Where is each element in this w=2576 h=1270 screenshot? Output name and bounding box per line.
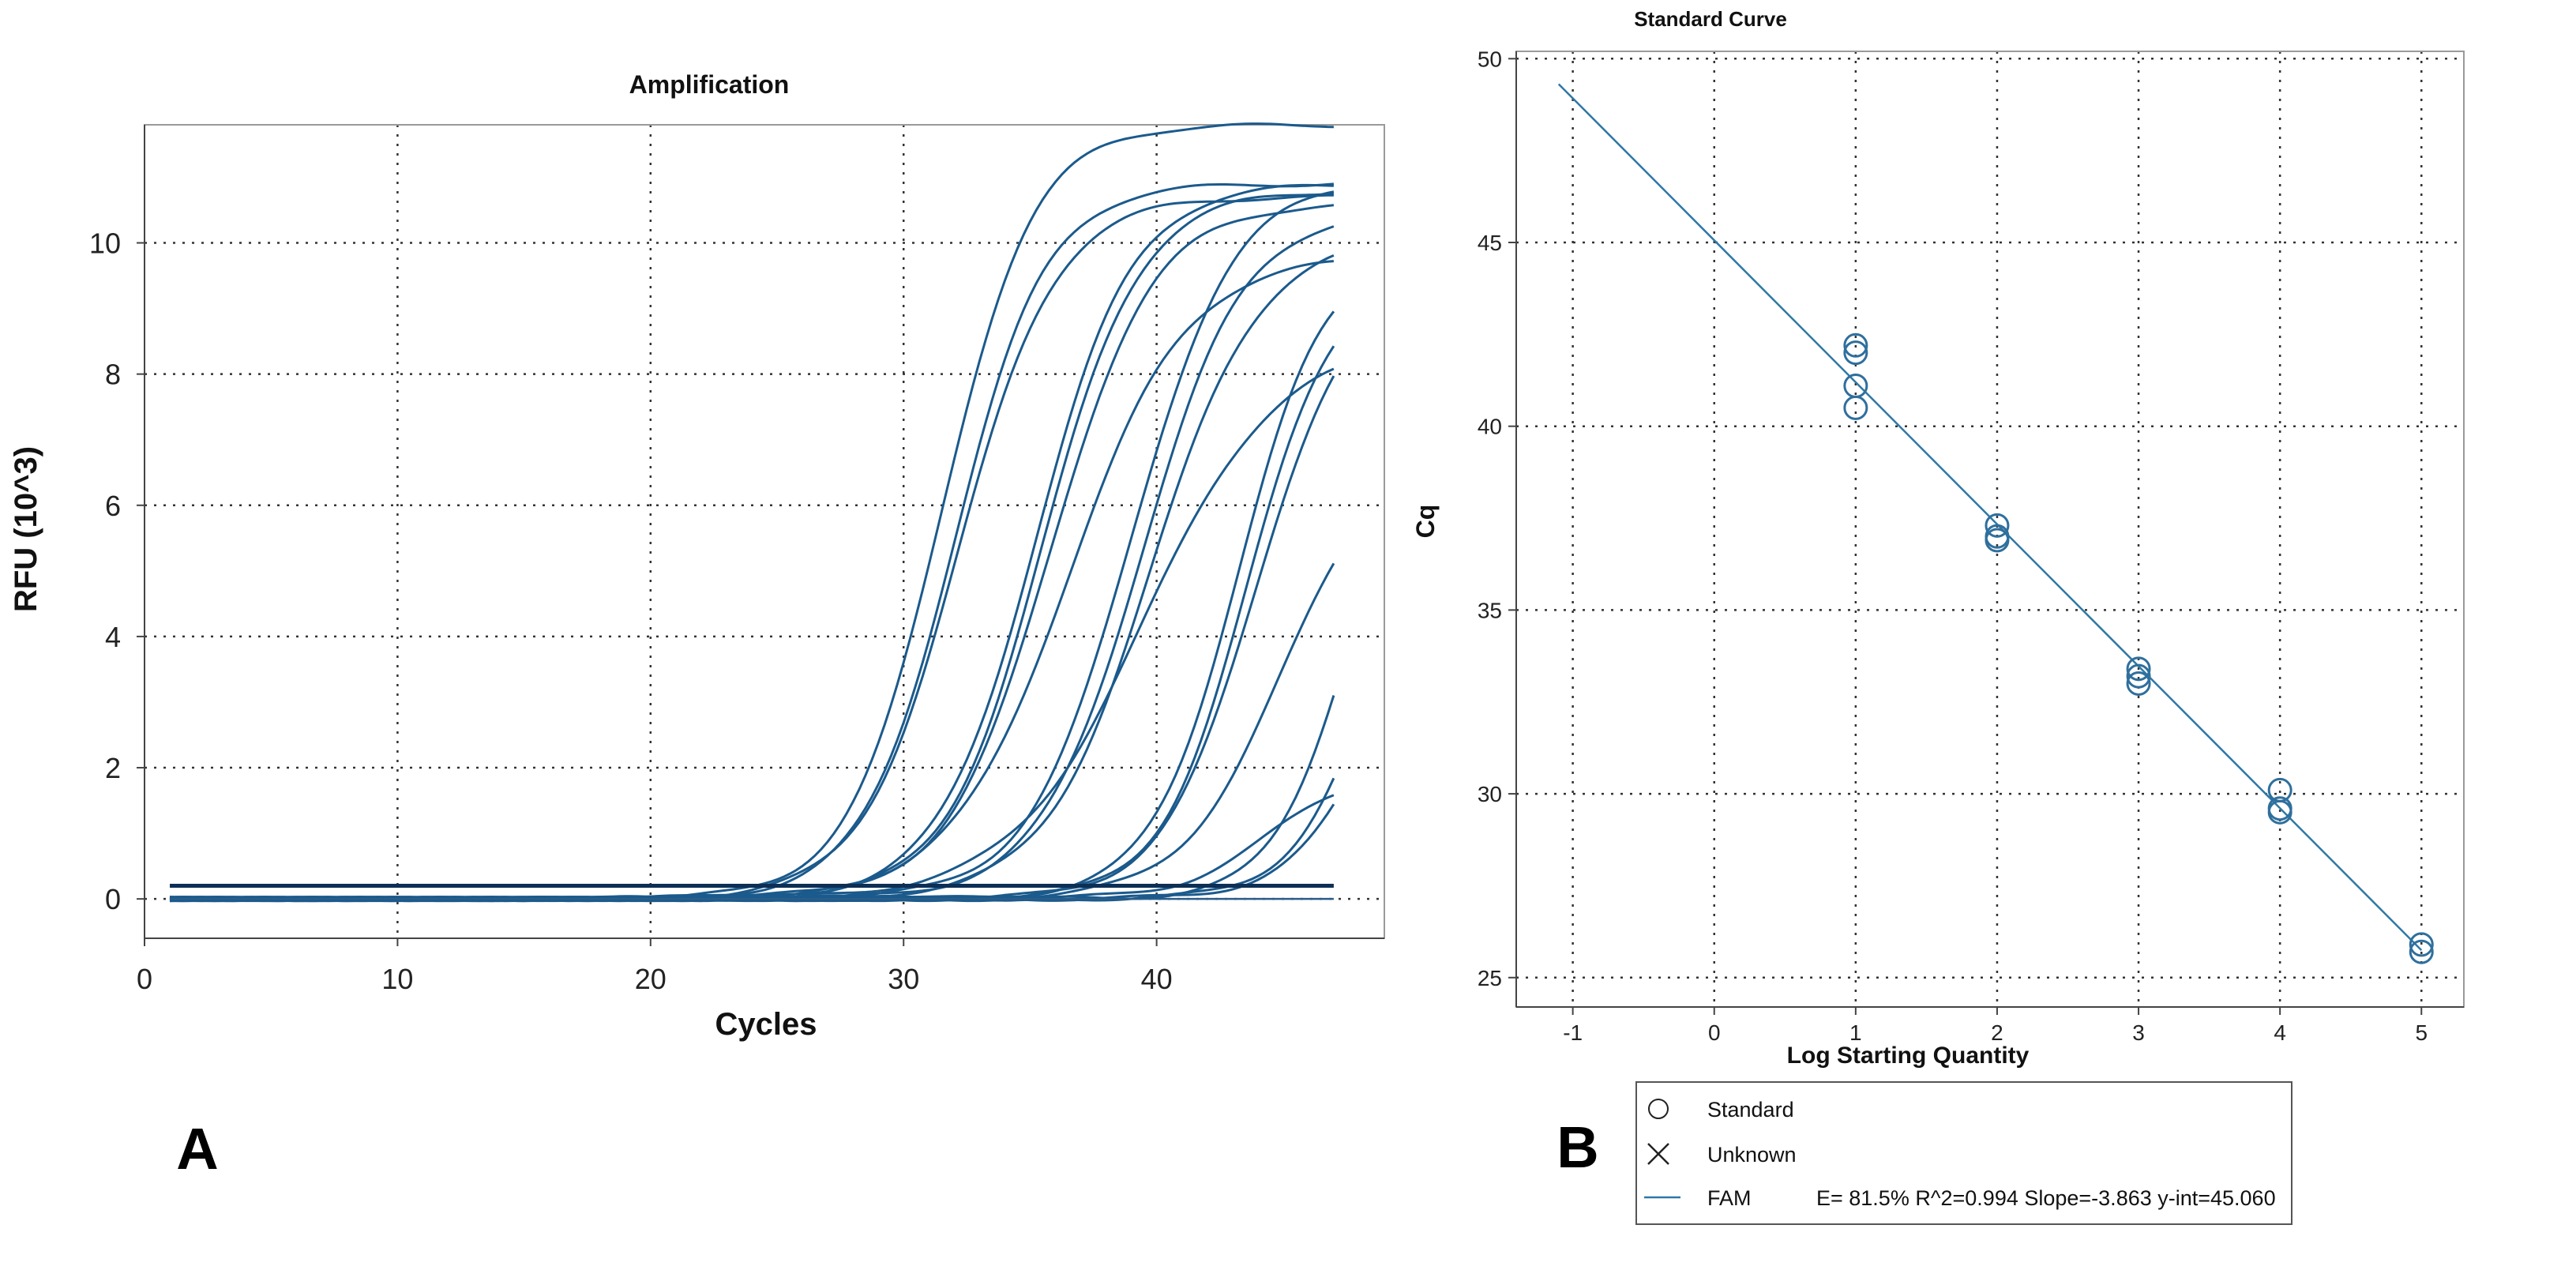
- amplification-curve: [169, 777, 1335, 903]
- standard-curve-point: [1843, 395, 1868, 420]
- legend-cross-icon: [1647, 1143, 1669, 1165]
- amplification-curve: [169, 367, 1335, 903]
- legend-fam-label: FAM: [1707, 1186, 1752, 1210]
- amplification-x-tick-label: 30: [888, 963, 919, 995]
- legend-box: [1635, 1081, 2292, 1225]
- standard-curve-point: [2267, 799, 2292, 825]
- amplification-y-tick-label: 6: [105, 490, 121, 522]
- standard-curve-x-tick-label: 3: [2132, 1020, 2145, 1045]
- standard-curve-y-tick-label: 40: [1478, 415, 1502, 439]
- standard-curve-y-tick-label: 35: [1478, 598, 1502, 622]
- amplification-curves: [169, 122, 1335, 903]
- standard-curve-point: [2409, 932, 2434, 957]
- amplification-curve: [169, 375, 1335, 903]
- amplification-y-tick-label: 2: [105, 752, 121, 784]
- amplification-curve: [169, 204, 1335, 903]
- amplification-curve: [169, 310, 1335, 903]
- panel-label-a: A: [176, 1116, 218, 1182]
- amplification-curve: [169, 194, 1334, 903]
- standard-curve-x-tick-label: 5: [2415, 1020, 2428, 1045]
- amplification-x-tick-label: 20: [635, 963, 667, 995]
- standard-curve-point: [1843, 340, 1868, 366]
- standard-curve-y-ticks: 25 30 35 40 45 50: [1478, 47, 1516, 990]
- standard-curve-point: [2126, 663, 2151, 689]
- amplification-y-tick-label: 8: [105, 359, 121, 391]
- legend-circle-icon: [1648, 1099, 1669, 1119]
- standard-curve-y-tick-label: 45: [1478, 231, 1502, 255]
- standard-curve-point: [1985, 528, 2010, 553]
- standard-curve-point: [2409, 939, 2434, 964]
- standard-curve-x-tick-label: 4: [2274, 1020, 2286, 1045]
- amplification-y-tick-label: 10: [89, 227, 121, 260]
- standard-curve-x-tick-label: 1: [1849, 1020, 1862, 1045]
- amplification-curve: [169, 225, 1335, 903]
- amplification-y-ticks: 0 2 4 6 8 10: [89, 227, 145, 915]
- standard-curve-points: [1843, 333, 2434, 964]
- amplification-x-label: Cycles: [715, 1007, 817, 1042]
- amplification-curve: [169, 562, 1335, 903]
- standard-curve-title: Standard Curve: [1634, 7, 1787, 31]
- amplification-y-tick-label: 4: [105, 621, 121, 653]
- standard-curve-x-tick-label: 2: [1991, 1020, 2003, 1045]
- standard-curve-x-tick-label: 0: [1708, 1020, 1721, 1045]
- amplification-curve: [169, 794, 1335, 903]
- standard-curve-x-tick-label: -1: [1563, 1020, 1583, 1045]
- amplification-curve: [170, 193, 1334, 903]
- panel-label-b: B: [1556, 1114, 1598, 1180]
- amplification-curve: [169, 122, 1334, 903]
- amplification-x-ticks: 0 10 20 30 40: [137, 938, 1173, 995]
- amplification-x-tick-label: 40: [1141, 963, 1173, 995]
- amplification-grid: [145, 125, 1384, 938]
- standard-curve-grid: [1516, 51, 2464, 1007]
- standard-curve-x-label: Log Starting Quantity: [1787, 1043, 2030, 1069]
- amplification-curve: [169, 190, 1335, 903]
- standard-curve-point: [1843, 333, 1868, 358]
- amplification-y-tick-label: 0: [105, 883, 121, 915]
- amplification-plot-frame: [144, 124, 1385, 939]
- standard-curve-legend: Standard Unknown FAM E= 81.5% R^2=0.994 …: [1635, 1081, 2292, 1225]
- standard-curve-y-label: Cq: [1411, 505, 1440, 539]
- amplification-curve: [169, 695, 1335, 903]
- legend-fam-stats: E= 81.5% R^2=0.994 Slope=-3.863 y-int=45…: [1816, 1186, 2276, 1210]
- amplification-curve: [169, 345, 1335, 903]
- standard-curve-x-ticks: -1 0 1 2 3 4 5: [1563, 1007, 2428, 1045]
- amplification-curve: [169, 254, 1335, 903]
- legend-unknown-label: Unknown: [1707, 1143, 1797, 1167]
- amplification-curve: [169, 260, 1335, 903]
- amplification-title: Amplification: [629, 70, 790, 99]
- amplification-y-label: RFU (10^3): [9, 446, 43, 612]
- amplification-x-tick-label: 10: [381, 963, 413, 995]
- amplification-x-tick-label: 0: [137, 963, 152, 995]
- standard-curve-point: [2126, 656, 2151, 682]
- legend-standard-label: Standard: [1707, 1098, 1794, 1122]
- standard-curve-y-tick-label: 50: [1478, 47, 1502, 71]
- standard-curve-point: [1985, 513, 2010, 538]
- standard-curve-y-tick-label: 25: [1478, 966, 1502, 990]
- amplification-chart: Amplification 0 10 20 30 40 0 2 4 6 8 10 Cycles R…: [9, 70, 1385, 1182]
- standard-curve-y-tick-label: 30: [1478, 782, 1502, 806]
- standard-curve-point: [2126, 671, 2151, 696]
